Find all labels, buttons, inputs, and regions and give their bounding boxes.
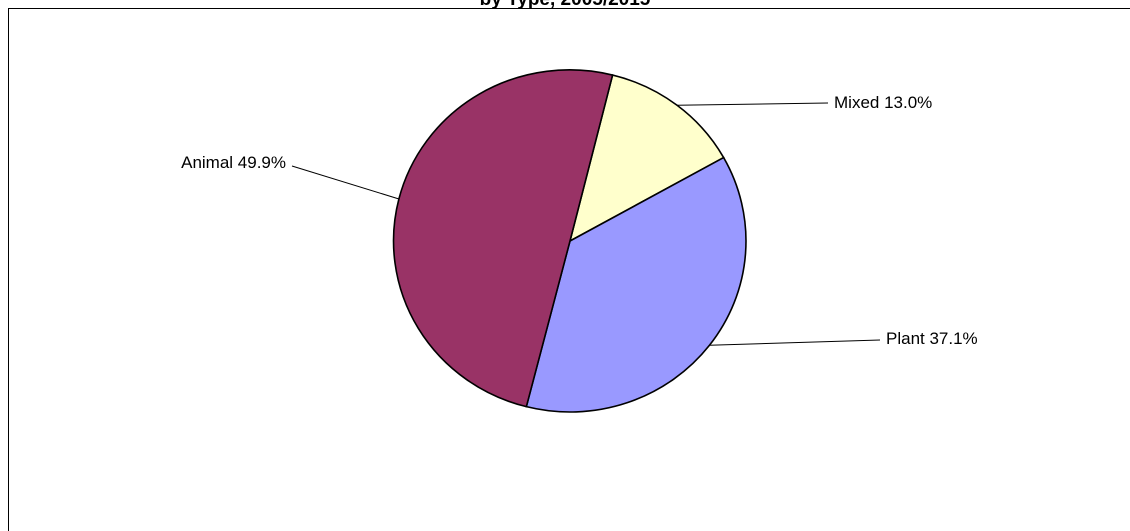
leader-line-animal — [291, 165, 400, 200]
pie-slice-plant — [525, 156, 747, 413]
leader-line-plant — [709, 339, 881, 346]
pie-slice-mixed — [568, 74, 725, 243]
slice-label-plant: Plant 37.1% — [886, 329, 978, 348]
chart-title: by Type, 2005/2015 — [0, 0, 1130, 11]
leader-line-mixed — [676, 102, 829, 106]
slice-label-animal: Animal 49.9% — [181, 153, 286, 172]
slice-label-mixed: Mixed 13.0% — [834, 93, 932, 112]
chart-frame — [8, 8, 1130, 531]
